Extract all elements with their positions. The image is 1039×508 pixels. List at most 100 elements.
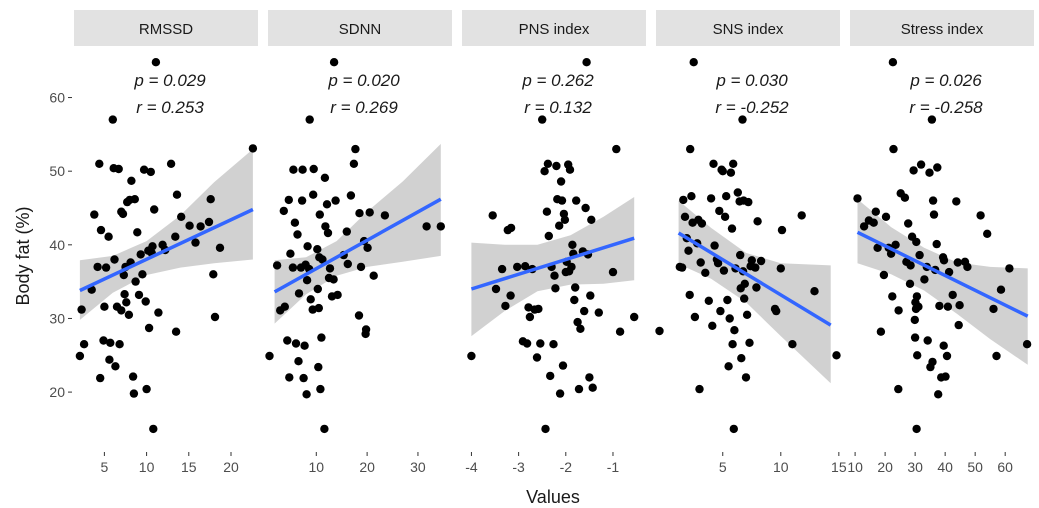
data-point xyxy=(724,362,733,371)
data-point xyxy=(300,341,309,350)
data-point xyxy=(876,327,886,336)
data-point xyxy=(551,284,560,293)
data-point xyxy=(138,270,147,279)
data-point xyxy=(726,168,736,177)
x-tick-label: -4 xyxy=(465,459,478,475)
data-point xyxy=(534,304,543,314)
data-point xyxy=(346,191,356,200)
r-value-annotation: r = 0.269 xyxy=(330,98,398,117)
data-point xyxy=(608,267,618,277)
data-point xyxy=(881,212,891,221)
data-point xyxy=(291,339,301,348)
data-point xyxy=(110,255,119,264)
data-point xyxy=(571,283,580,292)
data-point xyxy=(321,222,330,231)
data-point xyxy=(859,222,869,231)
data-point xyxy=(953,258,962,267)
data-point xyxy=(927,115,937,124)
data-point xyxy=(313,284,322,294)
data-point xyxy=(573,317,582,327)
data-point xyxy=(733,188,742,197)
data-point xyxy=(536,339,545,348)
data-point xyxy=(491,284,501,294)
data-point xyxy=(612,144,621,154)
data-point xyxy=(314,362,323,372)
data-point xyxy=(580,306,589,316)
data-point xyxy=(171,327,181,336)
data-point xyxy=(920,275,929,284)
p-value-annotation: p = 0.029 xyxy=(133,71,206,90)
data-point xyxy=(742,310,752,319)
data-point xyxy=(525,312,535,322)
data-point xyxy=(687,192,696,201)
data-point xyxy=(204,217,214,227)
regression-line xyxy=(79,207,254,293)
data-point xyxy=(302,276,312,285)
facet-strip-title: RMSSD xyxy=(139,21,193,38)
data-point xyxy=(925,168,934,177)
r-value-annotation: r = 0.132 xyxy=(524,98,592,117)
data-point xyxy=(325,264,335,273)
data-point xyxy=(572,196,581,205)
data-point xyxy=(556,177,566,186)
data-point xyxy=(148,242,157,251)
data-point xyxy=(185,221,194,230)
data-point xyxy=(196,222,205,231)
data-point xyxy=(915,250,924,260)
data-point xyxy=(582,58,591,67)
data-point xyxy=(928,196,938,205)
y-tick-label: 60 xyxy=(49,90,65,106)
data-point xyxy=(90,210,99,219)
data-point xyxy=(133,228,142,237)
data-point xyxy=(555,221,564,230)
data-point xyxy=(114,164,123,174)
data-point xyxy=(722,192,731,201)
data-point xyxy=(933,163,942,172)
data-point xyxy=(788,340,797,349)
data-point xyxy=(285,373,294,382)
data-point xyxy=(719,266,729,275)
data-point xyxy=(280,302,289,311)
data-point xyxy=(900,193,910,202)
data-point xyxy=(294,357,303,366)
x-tick-label: -1 xyxy=(607,459,620,475)
facet-strip xyxy=(268,10,452,46)
x-tick-label: 20 xyxy=(877,459,893,475)
data-point xyxy=(141,297,150,306)
data-point xyxy=(869,218,878,227)
data-point xyxy=(142,384,151,394)
x-tick-label: 20 xyxy=(223,459,239,475)
data-point xyxy=(302,390,311,399)
data-point xyxy=(293,230,302,239)
data-point xyxy=(570,295,579,305)
data-point xyxy=(343,259,352,269)
x-tick-label: 50 xyxy=(967,459,983,475)
data-point xyxy=(738,115,747,124)
data-point xyxy=(75,351,85,361)
data-point xyxy=(913,351,922,360)
data-point xyxy=(354,311,364,320)
data-point xyxy=(910,315,919,325)
data-point xyxy=(989,304,998,314)
data-point xyxy=(710,241,719,250)
data-point xyxy=(329,58,339,67)
data-point xyxy=(939,341,948,350)
data-point xyxy=(331,196,340,205)
data-point xyxy=(730,326,739,335)
y-tick-label: 50 xyxy=(49,163,65,179)
data-point xyxy=(369,271,378,280)
y-axis-title: Body fat (%) xyxy=(13,206,33,305)
data-point xyxy=(685,290,694,300)
data-point xyxy=(322,200,332,209)
data-point xyxy=(290,218,300,227)
data-point xyxy=(928,357,937,367)
x-tick-label: 20 xyxy=(359,459,375,475)
data-point xyxy=(139,165,149,174)
data-point xyxy=(305,115,314,124)
facet-strip-title: PNS index xyxy=(519,21,590,38)
data-point xyxy=(122,298,131,307)
data-point xyxy=(832,351,841,360)
data-point xyxy=(777,225,787,235)
